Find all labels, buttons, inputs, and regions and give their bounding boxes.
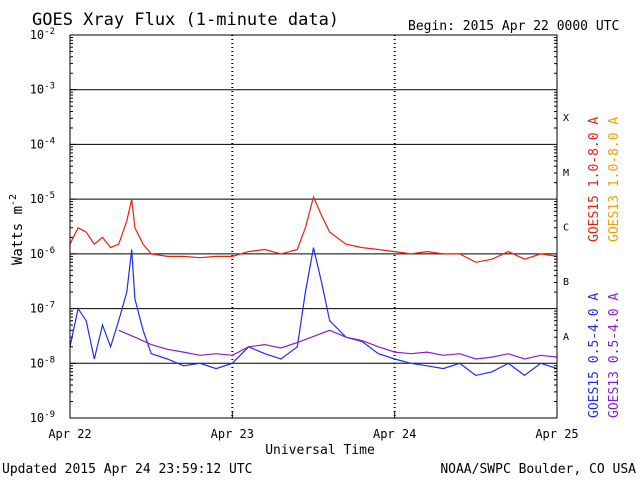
y-axis-label-main: Watts m — [10, 206, 26, 265]
series-goes13-0-5-4-0-a — [118, 329, 558, 360]
x-tick-label: Apr 23 — [211, 427, 254, 441]
credit-text: NOAA/SWPC Boulder, CO USA — [440, 462, 636, 477]
y-tick-label: 10-7 — [30, 301, 55, 316]
updated-timestamp: Updated 2015 Apr 24 23:59:12 UTC — [2, 462, 252, 477]
y-tick-label: 10-3 — [30, 82, 55, 97]
begin-label: Begin: 2015 Apr 22 0000 UTC — [408, 19, 619, 34]
y-axis-label: Watts m-2 — [8, 194, 26, 265]
series-goes15-0-5-4-0-a — [69, 247, 558, 377]
x-axis-ticks: Apr 22 Apr 23 Apr 24 Apr 25 — [48, 412, 579, 441]
x-tick-label: Apr 24 — [373, 427, 416, 441]
y-tick-label: 10-2 — [30, 27, 55, 42]
svg-text:Watts m-2: Watts m-2 — [8, 194, 26, 265]
y-tick-label: 10-4 — [30, 136, 55, 151]
plot-frame — [69, 34, 558, 419]
series-layer — [69, 195, 558, 377]
x-tick-label: Apr 25 — [535, 427, 578, 441]
legend-entry: GOES13 1.0-8.0 A — [607, 117, 622, 242]
y-tick-label: 10-9 — [30, 410, 55, 425]
x-tick-label: Apr 22 — [48, 427, 91, 441]
flare-class-M: M — [563, 168, 569, 179]
grid — [70, 35, 557, 418]
legend-entry: GOES15 1.0-8.0 A — [587, 117, 602, 242]
flare-class-X: X — [563, 113, 569, 124]
y-tick-label: 10-8 — [30, 355, 55, 370]
y-axis-label-exponent: -2 — [8, 194, 19, 206]
y-tick-label: 10-5 — [30, 191, 55, 206]
flare-class-B: B — [563, 277, 569, 288]
y-axis-ticks: 10-9 10-8 10-7 10-6 10-5 10-4 10-3 10-2 — [30, 27, 557, 425]
legend-entry: GOES13 0.5-4.0 A — [607, 293, 622, 418]
flare-class-A: A — [563, 332, 569, 343]
legend-entry: GOES15 0.5-4.0 A — [587, 293, 602, 418]
flare-class-C: C — [563, 223, 569, 234]
chart-title: GOES Xray Flux (1-minute data) — [32, 10, 339, 30]
x-axis-label: Universal Time — [265, 443, 375, 458]
flare-class-labels: A B C M X — [563, 113, 569, 343]
y-tick-label: 10-6 — [30, 246, 55, 261]
series-goes15-1-0-8-0-a — [69, 195, 558, 263]
legend: GOES15 1.0-8.0 A GOES13 1.0-8.0 A GOES15 0… — [587, 117, 622, 418]
